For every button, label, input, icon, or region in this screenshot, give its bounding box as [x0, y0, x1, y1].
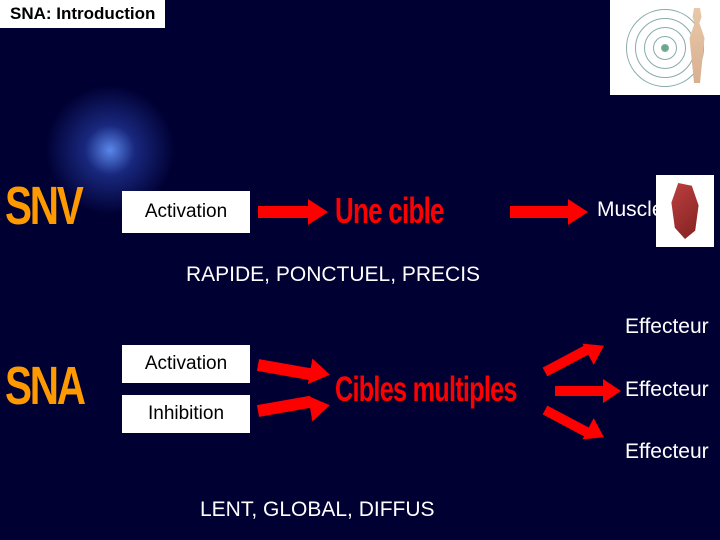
page-title: SNA: Introduction: [0, 0, 165, 28]
effecteur-label-2: Effecteur: [625, 378, 709, 402]
sna-inhibition-box: Inhibition: [122, 395, 250, 433]
sna-activation-box: Activation: [122, 345, 250, 383]
arrow-icon: [510, 201, 588, 223]
cibles-multiples-label: Cibles multiples: [335, 370, 517, 410]
effecteur-label-1: Effecteur: [625, 315, 709, 339]
arrow-icon: [258, 400, 330, 422]
sna-description: LENT, GLOBAL, DIFFUS: [200, 498, 435, 522]
arrow-icon: [545, 400, 615, 422]
snv-activation-box: Activation: [122, 191, 250, 233]
arrow-icon: [258, 354, 330, 376]
corner-illustration: [610, 0, 720, 95]
arrow-icon: [555, 380, 625, 402]
une-cible-label: Une cible: [335, 190, 444, 232]
muscle-label: Muscle: [597, 198, 664, 222]
muscle-icon: [656, 175, 714, 247]
snv-label: SNV: [5, 175, 82, 237]
effecteur-label-3: Effecteur: [625, 440, 709, 464]
sna-label: SNA: [5, 355, 84, 417]
snv-description: RAPIDE, PONCTUEL, PRECIS: [186, 263, 480, 287]
arrow-icon: [258, 201, 328, 223]
